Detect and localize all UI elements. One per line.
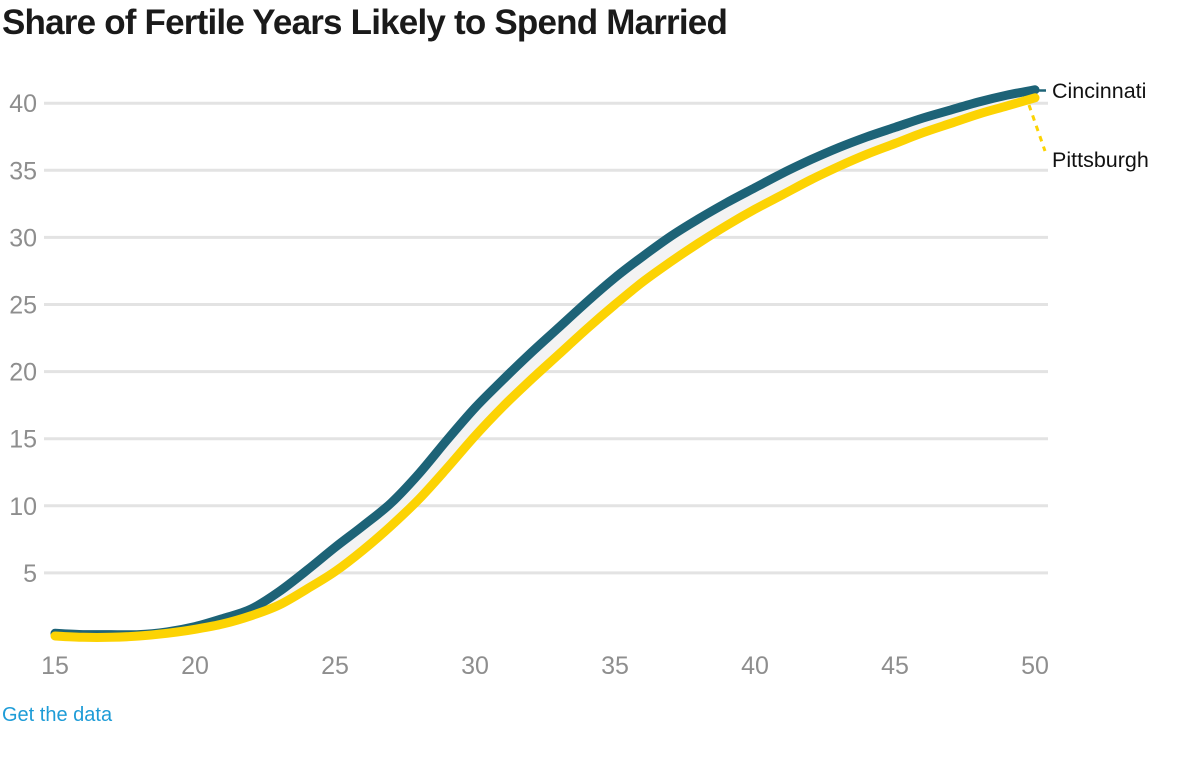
- series-label-pittsburgh: Pittsburgh: [1052, 148, 1149, 172]
- x-tick-label: 40: [741, 652, 769, 680]
- x-tick-label: 15: [41, 652, 69, 680]
- get-the-data-link[interactable]: Get the data: [2, 704, 113, 726]
- y-tick-label: 20: [9, 359, 37, 387]
- y-tick-label: 25: [9, 292, 37, 320]
- x-tick-label: 45: [881, 652, 909, 680]
- x-tick-label: 35: [601, 652, 629, 680]
- pittsburgh-line: [50, 93, 1040, 642]
- y-tick-label: 40: [9, 90, 37, 118]
- series-label-cincinnati: Cincinnati: [1052, 79, 1146, 103]
- pittsburgh-leader-line: [1027, 104, 1047, 152]
- cincinnati-line: [50, 85, 1040, 640]
- x-tick-label: 30: [461, 652, 489, 680]
- x-tick-label: 20: [181, 652, 209, 680]
- y-tick-label: 5: [23, 560, 37, 588]
- x-tick-label: 25: [321, 652, 349, 680]
- y-tick-label: 30: [9, 224, 37, 252]
- y-tick-label: 35: [9, 157, 37, 185]
- chart-title: Share of Fertile Years Likely to Spend M…: [2, 3, 728, 42]
- x-tick-label: 50: [1021, 652, 1049, 680]
- y-tick-label: 15: [9, 426, 37, 454]
- y-tick-label: 10: [9, 493, 37, 521]
